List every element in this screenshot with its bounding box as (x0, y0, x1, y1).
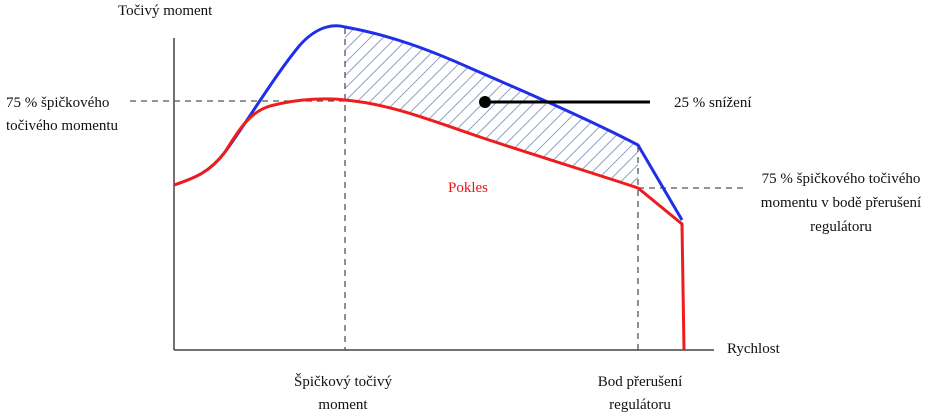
red-curve (173, 97, 686, 351)
label-line: 75 % špičkového (6, 95, 109, 111)
pointer-dot (479, 96, 491, 108)
reduction-label: 25 % snížení (674, 95, 751, 111)
label-line: Bod přerušení (598, 374, 683, 390)
label-line: Špičkový točivý (294, 373, 392, 390)
y-axis-label: Točivý moment (118, 3, 213, 19)
reduction-area (345, 27, 638, 188)
drop-label: Pokles (448, 180, 488, 196)
label-line: momentu v bodě přerušení (761, 195, 921, 211)
x-axis-label: Rychlost (727, 341, 781, 357)
label-line: regulátoru (609, 397, 671, 413)
label-line: regulátoru (810, 219, 872, 235)
label-line: moment (318, 397, 368, 413)
label-line: točivého momentu (6, 118, 119, 134)
label-line: 75 % špičkového točivého (762, 171, 921, 187)
